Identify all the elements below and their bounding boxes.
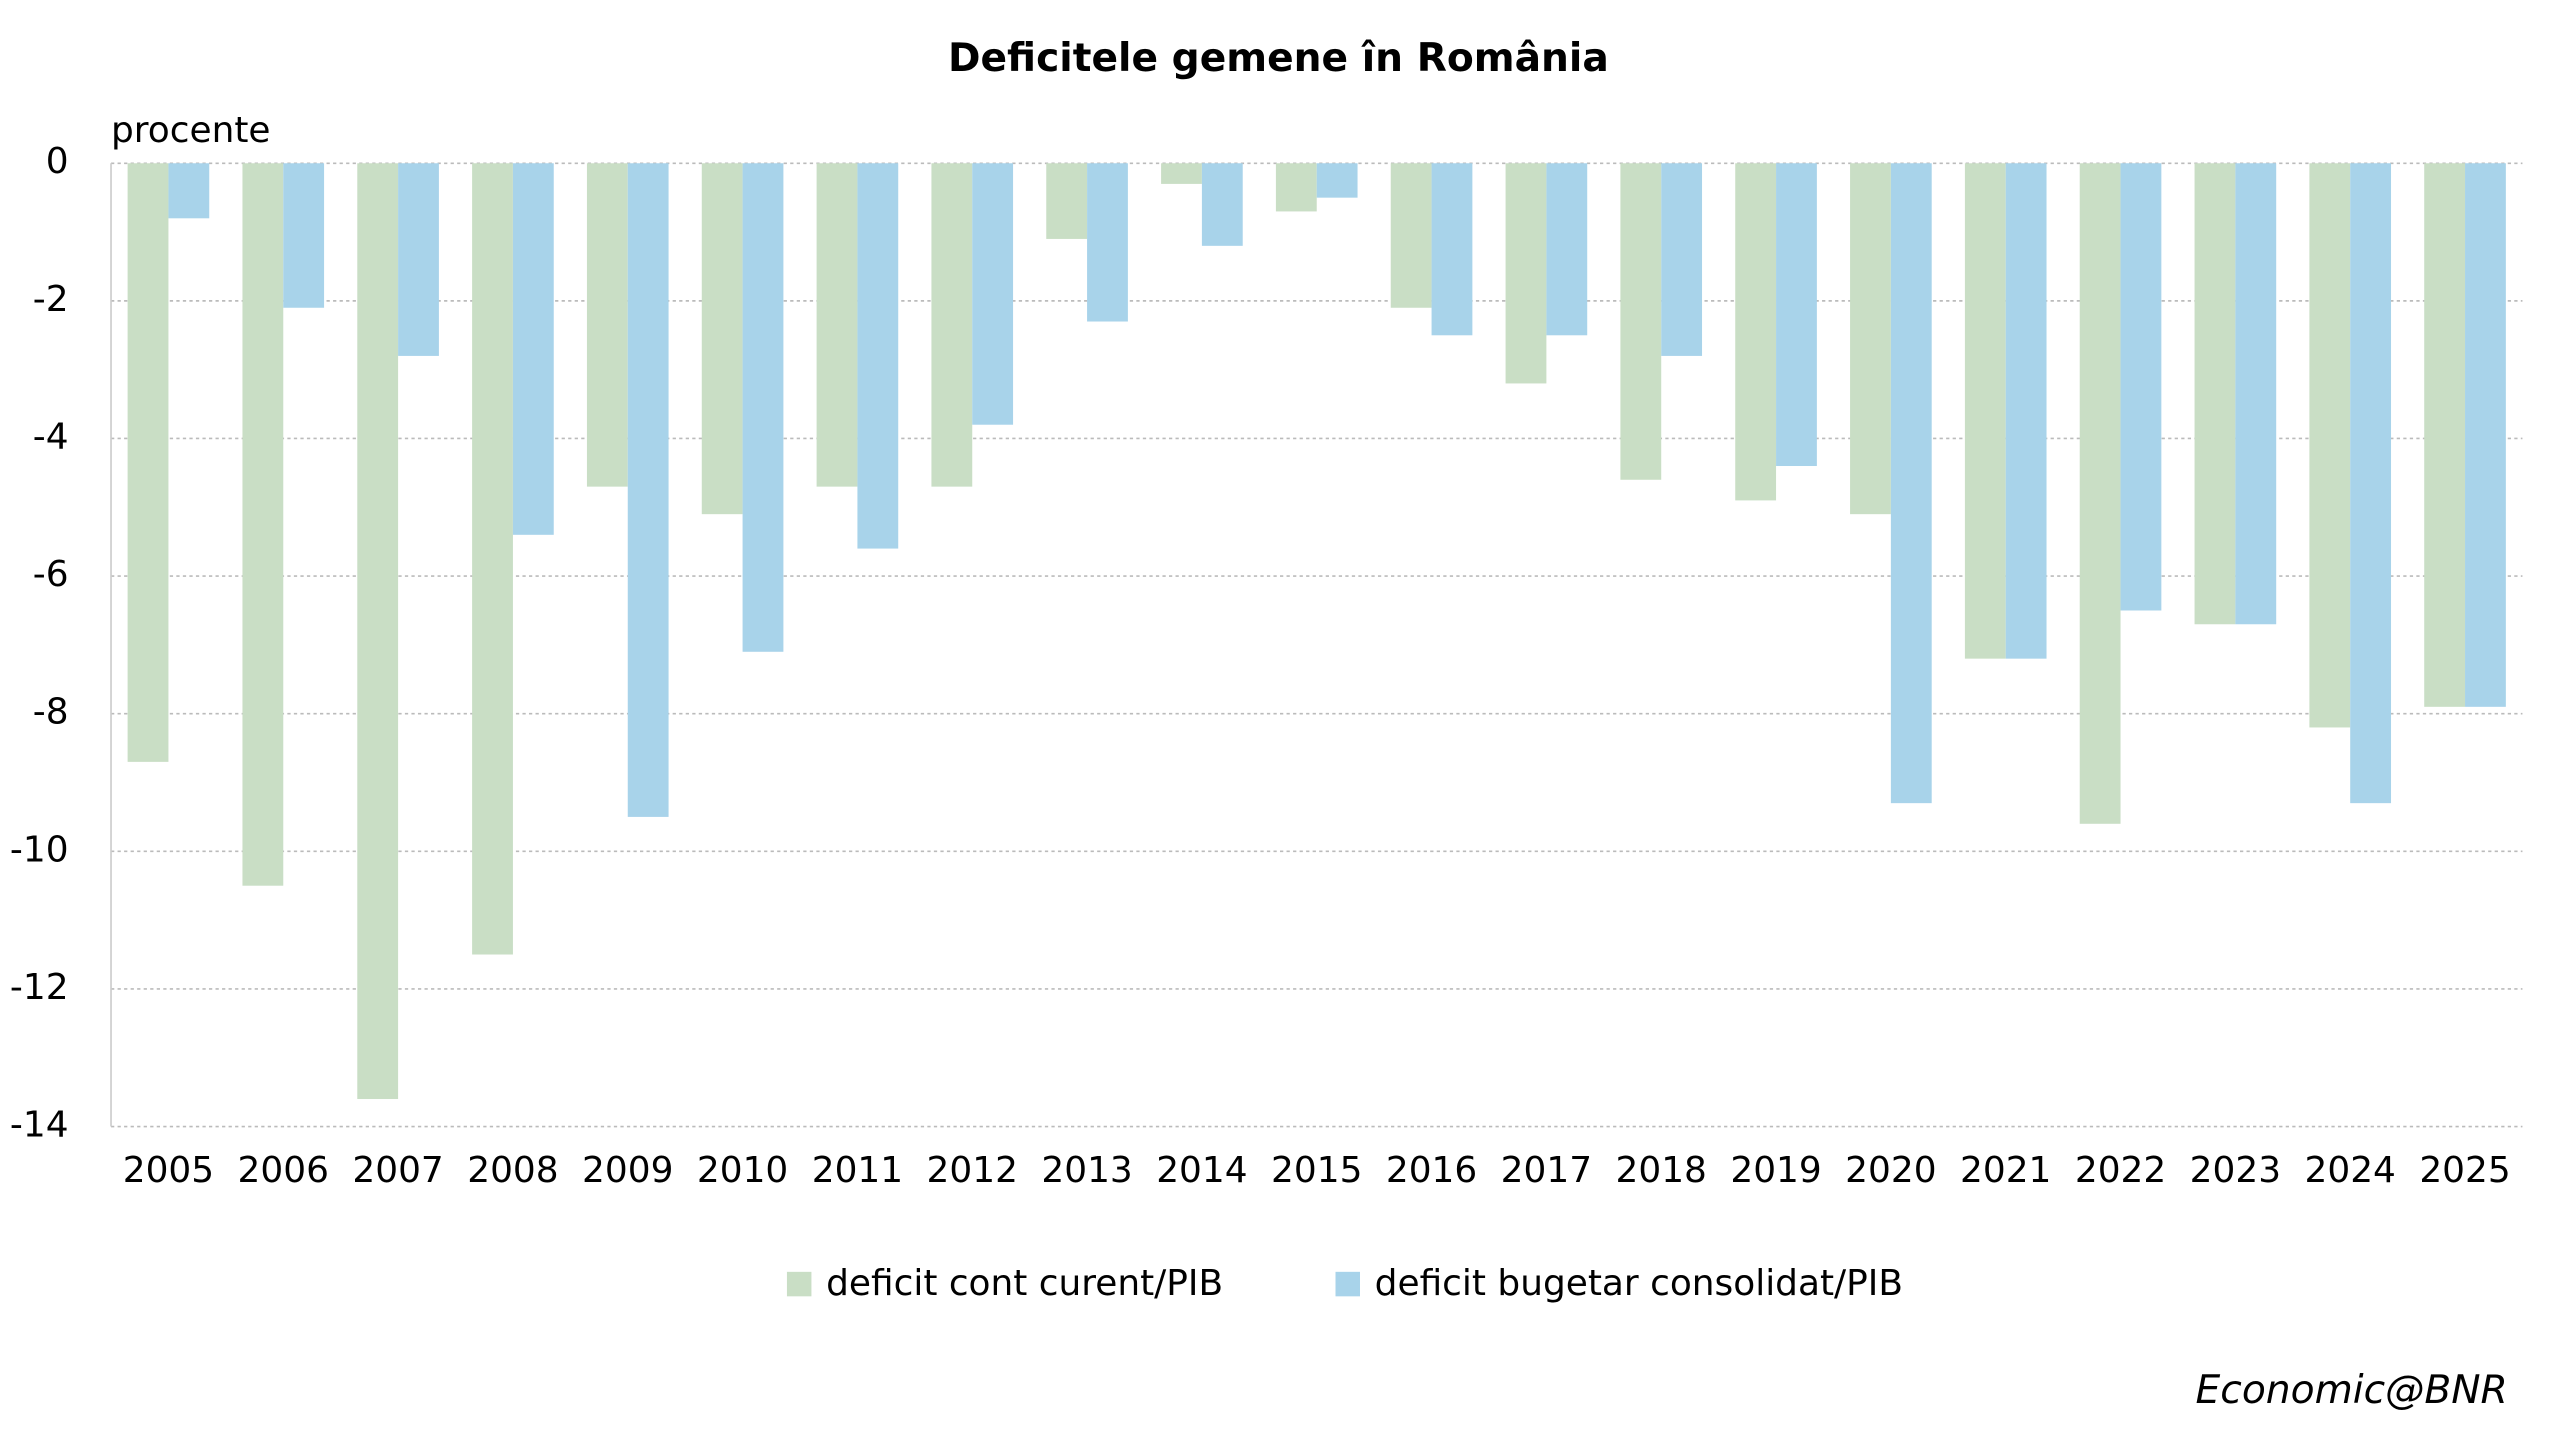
bar [1046, 163, 1088, 239]
bar [816, 163, 858, 487]
bar [2424, 163, 2466, 707]
bar [1890, 163, 1932, 804]
bar [2120, 163, 2162, 611]
x-tick-label: 2015 [1271, 1150, 1362, 1191]
legend-swatch [786, 1271, 812, 1297]
chart-title: Deficitele gemene în România [948, 36, 1609, 81]
x-tick-label: 2014 [1156, 1150, 1247, 1191]
x-tick-label: 2021 [1960, 1150, 2051, 1191]
bar [242, 163, 284, 886]
bar [1661, 163, 1703, 356]
bar [1087, 163, 1128, 322]
bar [742, 163, 784, 652]
bar [2194, 163, 2236, 625]
bar [972, 163, 1014, 425]
x-tick-label: 2025 [2419, 1150, 2510, 1191]
y-tick-label: -4 [33, 416, 69, 457]
bar [2465, 163, 2506, 707]
bar [127, 163, 169, 762]
x-tick-label: 2023 [2190, 1150, 2281, 1191]
bar [357, 163, 399, 1100]
legend-label: deficit bugetar consolidat/PIB [1375, 1263, 1903, 1304]
x-tick-label: 2018 [1616, 1150, 1707, 1191]
x-tick-label: 2017 [1501, 1150, 1592, 1191]
source: Economic@BNR [2196, 1368, 2508, 1413]
bar [701, 163, 743, 515]
bar [168, 163, 210, 219]
x-tick-label: 2016 [1386, 1150, 1477, 1191]
y-tick-label: -12 [10, 967, 69, 1008]
y-tick-label: -8 [33, 692, 69, 733]
x-tick-label: 2007 [352, 1150, 443, 1191]
bar [1505, 163, 1547, 384]
bar [1620, 163, 1662, 480]
bar [2235, 163, 2277, 625]
bar [512, 163, 554, 535]
bar [627, 163, 669, 817]
x-tick-label: 2008 [467, 1150, 558, 1191]
bar [1776, 163, 1817, 467]
bar [1735, 163, 1777, 501]
x-tick-label: 2020 [1845, 1150, 1936, 1191]
x-tick-label: 2019 [1730, 1150, 1821, 1191]
x-tick-label: 2022 [2075, 1150, 2166, 1191]
y-tick-label: -14 [10, 1105, 69, 1146]
legend-label: deficit cont curent/PIB [826, 1263, 1223, 1304]
x-tick-label: 2005 [123, 1150, 214, 1191]
bar [1390, 163, 1432, 308]
bar [2350, 163, 2392, 804]
bar [1201, 163, 1243, 246]
bar [1316, 163, 1358, 198]
bar [398, 163, 439, 356]
legend-swatch [1335, 1271, 1360, 1297]
x-tick-label: 2009 [582, 1150, 673, 1191]
bar [1431, 163, 1473, 336]
bar [2309, 163, 2351, 728]
bar [1161, 163, 1202, 184]
x-tick-label: 2011 [812, 1150, 903, 1191]
x-tick-label: 2006 [238, 1150, 329, 1191]
bar [2079, 163, 2121, 824]
y-tick-label: -2 [33, 279, 69, 320]
y-tick-label: 0 [46, 141, 69, 182]
bar [931, 163, 973, 487]
bar [1275, 163, 1317, 212]
bar [1964, 163, 2006, 659]
bar [1850, 163, 1891, 515]
y-tick-label: -10 [10, 829, 69, 870]
x-tick-label: 2010 [697, 1150, 788, 1191]
x-tick-label: 2012 [927, 1150, 1018, 1191]
x-tick-label: 2024 [2305, 1150, 2396, 1191]
bar [586, 163, 628, 487]
bar [2005, 163, 2047, 659]
y-tick-label: -6 [33, 554, 69, 595]
y-axis-label: procente [111, 110, 270, 151]
bar [1546, 163, 1588, 336]
x-tick-label: 2013 [1041, 1150, 1132, 1191]
bar [283, 163, 325, 308]
bar [857, 163, 899, 549]
bar [472, 163, 513, 955]
